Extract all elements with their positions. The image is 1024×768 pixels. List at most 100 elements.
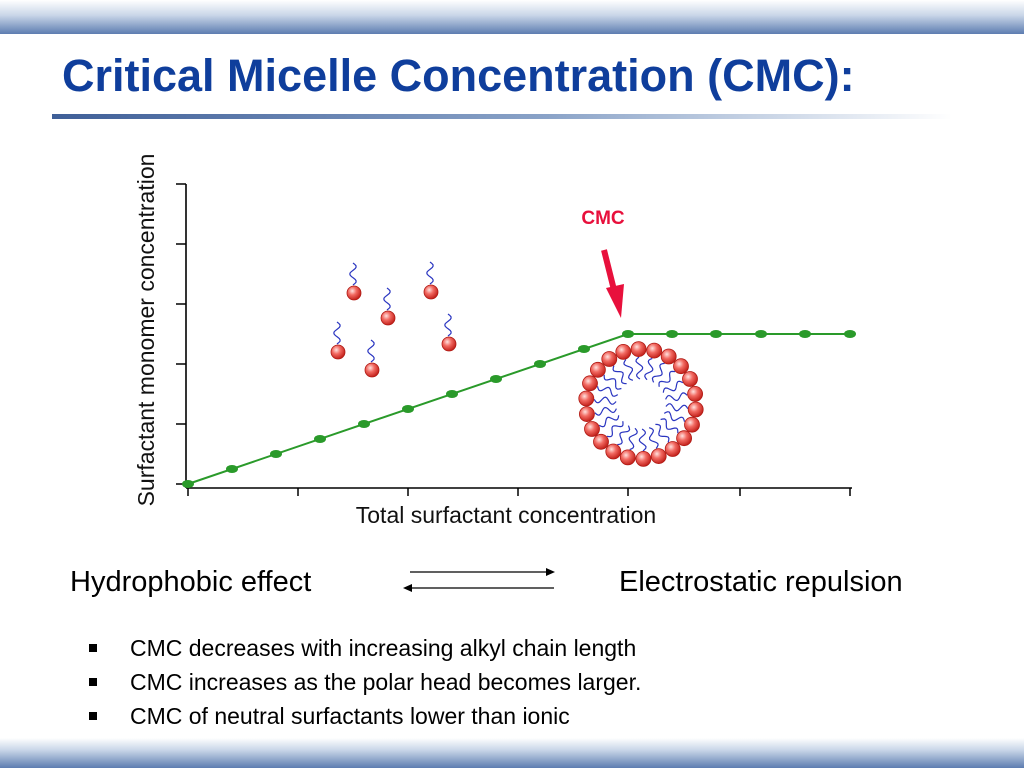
hydrophobic-tail-icon (383, 287, 391, 311)
curve-marker (182, 480, 194, 488)
curve-marker (799, 330, 811, 338)
hydrophobic-tail-icon (444, 313, 452, 337)
surfactant-monomer-icon (346, 262, 362, 301)
micelle-surfactant-icon (644, 342, 663, 381)
polar-head-icon (673, 358, 689, 375)
x-axis-label: Total surfactant concentration (356, 502, 656, 528)
cmc-arrow-icon (601, 249, 624, 318)
polar-head-icon (687, 385, 703, 402)
polar-head-icon (682, 371, 698, 387)
micelle-surfactant-icon (582, 375, 619, 397)
hydrophobic-tail-icon (349, 262, 357, 286)
hydrophobic-tail-icon (333, 321, 341, 345)
bullet-item: CMC increases as the polar head becomes … (84, 665, 641, 699)
hydrophobic-tail-icon (598, 415, 620, 428)
x-axis-ticks (187, 488, 851, 496)
polar-head-icon (578, 390, 595, 407)
polar-head-icon (605, 443, 622, 460)
polar-head-icon (660, 348, 677, 365)
hydrophobic-tail-icon (655, 423, 670, 443)
title-underline (52, 114, 952, 119)
surfactant-monomer-icon (441, 313, 457, 352)
micelle-surfactant-icon (584, 415, 620, 437)
bullet-item: CMC decreases with increasing alkyl chai… (84, 631, 641, 665)
polar-head-icon (579, 406, 595, 423)
hydrophobic-tail-icon (596, 386, 619, 397)
micelle-surfactant-icon (655, 423, 681, 457)
hydrophobic-tail-icon (635, 356, 644, 380)
top-decorative-band (0, 0, 1024, 34)
y-axis-label: Surfactant monomer concentration (133, 154, 159, 507)
hydrophobic-tail-icon (665, 392, 688, 402)
micelle-surfactant-icon (660, 418, 692, 447)
hydrophobic-tail-icon (426, 261, 434, 285)
double-arrow-equilibrium-icon (403, 568, 555, 592)
micelle-surfactant-icon (635, 428, 652, 467)
hydrophobic-tail-icon (623, 359, 634, 381)
hydrophobic-tail-icon (658, 370, 676, 387)
hydrophobic-tail-icon (660, 418, 679, 434)
micelle-surfactant-icon (658, 358, 689, 387)
curve-marker (490, 375, 502, 383)
polar-head-icon (330, 344, 346, 360)
electrostatic-repulsion-label: Electrostatic repulsion (619, 566, 903, 598)
surfactant-monomer-icon (364, 339, 380, 378)
micelle-surfactant-icon (663, 411, 700, 433)
curve-marker (710, 330, 722, 338)
curve-marker (755, 330, 767, 338)
polar-head-icon (619, 449, 636, 466)
curve-marker (446, 390, 458, 398)
monomer-concentration-line (187, 333, 850, 485)
micelle (578, 341, 704, 467)
cmc-label: CMC (581, 208, 625, 229)
curve-marker (534, 360, 546, 368)
polar-head-icon (593, 433, 609, 450)
curve-markers (182, 330, 856, 488)
hydrophobic-tail-icon (663, 411, 686, 422)
cmc-diagram: Surfactant monomer concentration Total s… (133, 154, 856, 528)
hydrophobic-tail-icon (606, 421, 624, 438)
polar-head-icon (684, 416, 700, 433)
polar-head-icon (441, 336, 457, 352)
polar-head-icon (590, 361, 606, 378)
curve-marker (844, 330, 856, 338)
polar-head-icon (584, 421, 600, 437)
polar-head-icon (601, 351, 618, 367)
curve-marker (226, 465, 238, 473)
micelle-surfactant-icon (590, 361, 622, 390)
hydrophobic-tail-icon (612, 365, 627, 385)
hydrophobic-tail-icon (648, 427, 659, 449)
bullet-list: CMC decreases with increasing alkyl chai… (84, 631, 641, 733)
hydrophobic-tail-icon (617, 425, 631, 446)
hydrophobic-tail-icon (662, 380, 684, 393)
surfactant-monomer-icon (423, 261, 439, 300)
slide-title: Critical Micelle Concentration (CMC): (62, 50, 855, 101)
micelle-surfactant-icon (648, 427, 667, 465)
polar-head-icon (423, 284, 439, 300)
hydrophobic-tail-icon (594, 406, 617, 416)
micelle-surfactant-icon (578, 390, 617, 407)
free-monomers (330, 261, 457, 378)
polar-head-icon (364, 362, 380, 378)
surfactant-monomer-icon (330, 321, 346, 360)
hydrophobic-tail-icon (628, 427, 638, 451)
curve-marker (666, 330, 678, 338)
curve-marker (578, 345, 590, 353)
hydrophobic-effect-label: Hydrophobic effect (70, 566, 312, 598)
polar-head-icon (635, 450, 652, 467)
hydrophobic-tail-icon (603, 374, 622, 390)
micelle-surfactant-icon (651, 348, 677, 383)
polar-head-icon (687, 401, 704, 418)
polar-head-icon (346, 285, 362, 301)
micelle-surfactant-icon (593, 421, 624, 450)
polar-head-icon (676, 430, 692, 447)
micelle-surfactant-icon (665, 385, 703, 402)
polar-head-icon (582, 375, 598, 392)
micelle-surfactant-icon (665, 401, 704, 418)
micelle-surfactant-icon (662, 371, 698, 393)
curve-marker (270, 450, 282, 458)
micelle-surfactant-icon (605, 425, 631, 460)
hydrophobic-tail-icon (644, 357, 654, 381)
polar-head-icon (630, 341, 647, 358)
micelle-surfactant-icon (615, 343, 634, 381)
